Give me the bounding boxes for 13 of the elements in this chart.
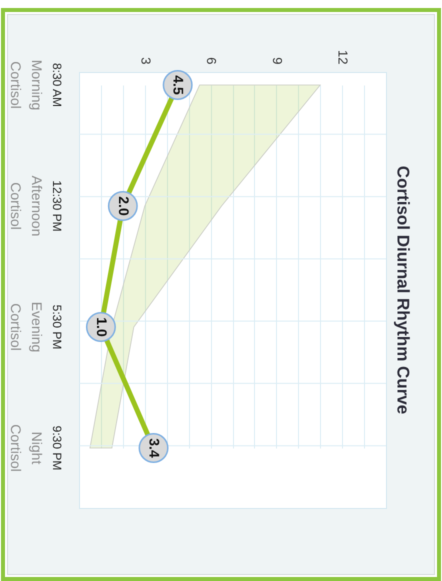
data-label: 2.0	[116, 196, 132, 216]
text: Cortisol Diurnal Rhythm Curve	[394, 166, 412, 414]
x-tick-label: 3	[138, 57, 154, 64]
x-tick-label: 12	[336, 50, 351, 64]
x-tick-label: 6	[204, 57, 220, 64]
data-label: 1.0	[94, 317, 110, 337]
data-label: 4.5	[170, 75, 187, 95]
category-label: 12:30 PM Afternoon Cortisol	[8, 176, 64, 236]
category-label: 5:30 PM Evening Cortisol	[8, 302, 64, 352]
x-tick-label: 9	[270, 57, 285, 64]
data-label: 3.4	[146, 438, 163, 458]
category-label: 9:30 PM Night Cortisol	[8, 424, 64, 472]
category-label: 8:30 AM Morning Cortisol	[8, 60, 64, 110]
